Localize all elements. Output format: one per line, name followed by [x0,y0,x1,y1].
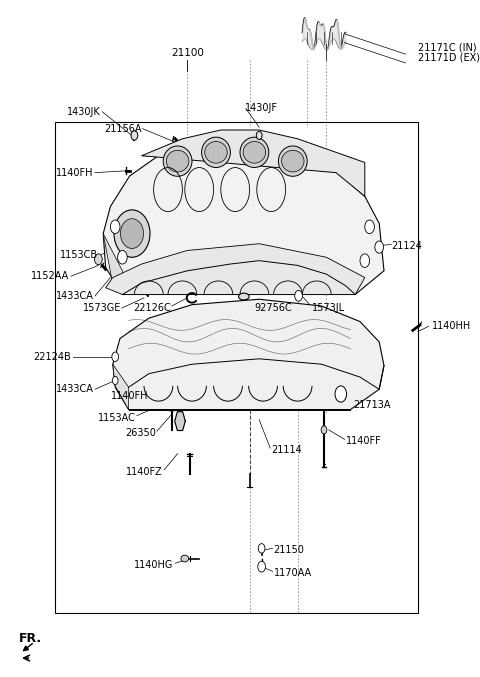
Circle shape [131,131,138,140]
Circle shape [321,426,327,434]
Ellipse shape [167,150,189,172]
Ellipse shape [163,146,192,176]
Ellipse shape [114,210,150,257]
Text: 92756C: 92756C [254,303,292,313]
Text: 1140HG: 1140HG [134,561,174,570]
Ellipse shape [240,137,269,167]
Text: 1433CA: 1433CA [56,291,94,301]
Bar [55,122,418,613]
Text: 1170AA: 1170AA [274,569,312,578]
Circle shape [258,561,265,572]
Text: 21156A: 21156A [104,124,142,133]
Text: 22126C: 22126C [133,303,171,313]
Text: 1430JF: 1430JF [245,104,278,113]
Text: 1140HH: 1140HH [432,322,471,331]
Circle shape [118,250,127,264]
Text: 21124: 21124 [391,241,422,250]
Text: 1573GE: 1573GE [83,303,121,313]
Polygon shape [175,412,185,431]
Text: 1140FF: 1140FF [346,437,381,446]
Circle shape [335,386,347,402]
Text: 21114: 21114 [271,445,302,455]
Circle shape [360,254,370,267]
Text: 1153AC: 1153AC [98,413,136,422]
Text: 21100: 21100 [171,47,204,58]
Ellipse shape [202,137,230,167]
Text: 1140FZ: 1140FZ [126,467,163,477]
Text: 1433CA: 1433CA [56,385,94,394]
Circle shape [256,131,262,139]
Circle shape [112,376,118,385]
Circle shape [112,352,119,362]
Polygon shape [113,364,129,410]
Circle shape [95,254,102,265]
Text: 26350: 26350 [125,429,156,438]
Text: 21171C (IN): 21171C (IN) [418,42,476,52]
Ellipse shape [239,293,249,300]
Text: FR.: FR. [19,632,42,645]
Text: 1153CB: 1153CB [60,250,98,259]
Ellipse shape [282,150,304,172]
Polygon shape [103,135,384,294]
Ellipse shape [120,219,144,248]
Text: 1140FH: 1140FH [56,168,94,177]
Ellipse shape [205,141,227,163]
Ellipse shape [278,146,307,176]
Polygon shape [103,234,122,294]
Text: 21713A: 21713A [353,400,390,410]
Circle shape [295,290,302,301]
Text: 22124B: 22124B [33,352,71,362]
Text: 1140FH: 1140FH [111,391,149,401]
Text: 21171D (EX): 21171D (EX) [418,52,480,62]
Text: 1152AA: 1152AA [31,271,70,281]
Ellipse shape [181,555,189,562]
Polygon shape [106,244,365,294]
Circle shape [258,544,265,553]
Circle shape [110,220,120,234]
Circle shape [375,241,384,253]
Polygon shape [113,299,384,410]
Text: 1430JK: 1430JK [67,107,101,116]
Text: 21150: 21150 [274,545,304,554]
Ellipse shape [243,141,265,163]
Text: 1573JL: 1573JL [312,303,345,313]
Polygon shape [142,130,365,196]
Circle shape [365,220,374,234]
